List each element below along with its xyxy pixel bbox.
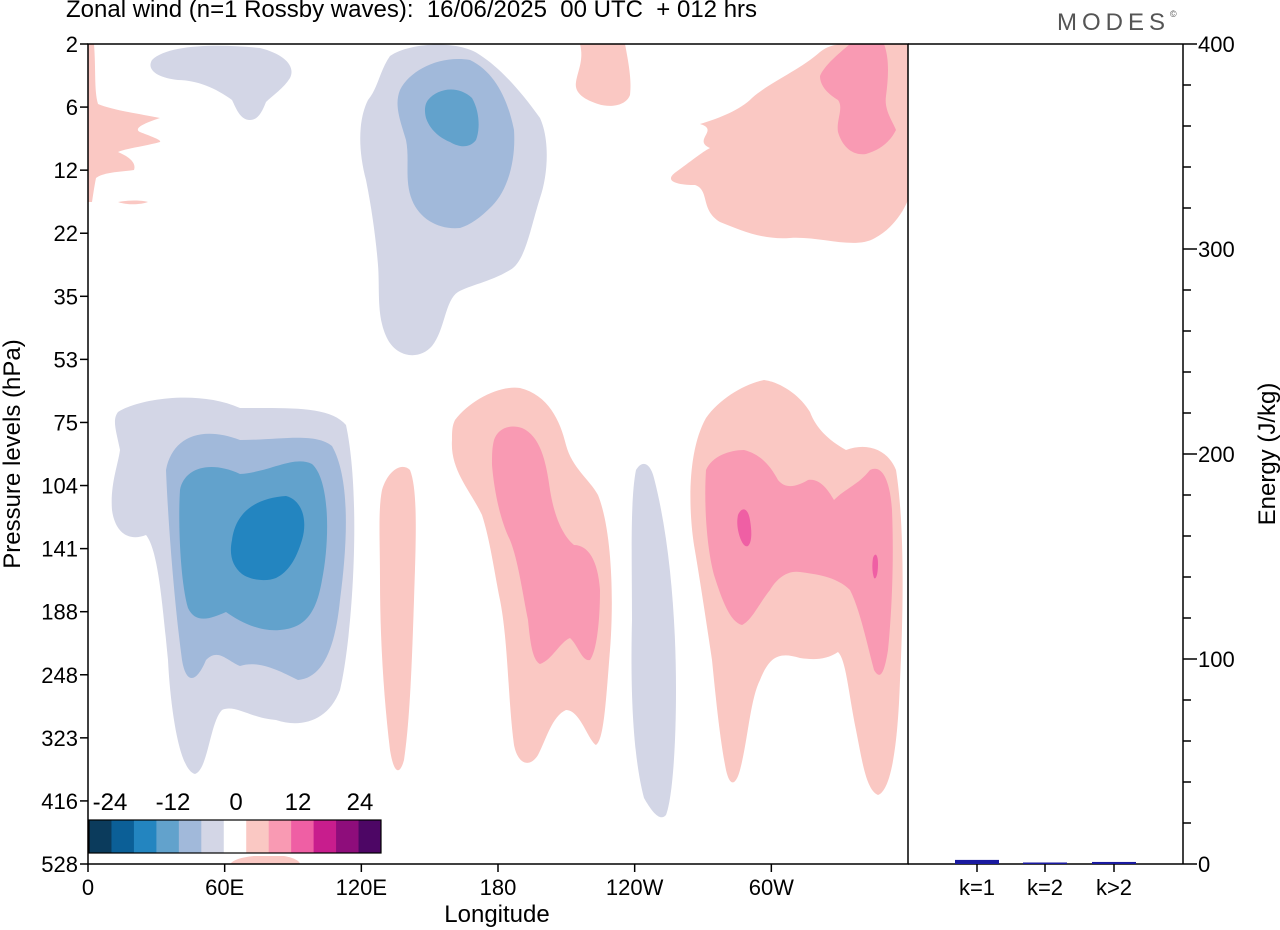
modes-logo: MODES©	[1057, 9, 1177, 37]
legend-swatch	[133, 820, 157, 853]
negative-contour-level-3	[424, 89, 479, 147]
positive-contour-level-1	[575, 44, 631, 106]
legend-swatch	[246, 820, 270, 853]
legend-swatch	[336, 820, 360, 853]
energy-tick-label: 400	[1198, 32, 1235, 57]
legend-swatch	[223, 820, 247, 853]
legend-swatch	[156, 820, 180, 853]
legend-swatch	[111, 820, 135, 853]
negative-contour-level-4	[230, 496, 305, 581]
longitude-tick-label: 120W	[606, 875, 664, 900]
pressure-tick-label: 188	[41, 600, 78, 625]
legend-swatch	[268, 820, 292, 853]
energy-axis: 0 100 200 300 400	[1183, 32, 1235, 877]
pressure-tick-label: 323	[41, 726, 78, 751]
energy-bar	[1023, 862, 1067, 864]
pressure-tick-label: 416	[41, 789, 78, 814]
longitude-tick-label: 120E	[336, 875, 387, 900]
energy-tick-label: 100	[1198, 647, 1235, 672]
positive-contour-level-1	[88, 44, 161, 202]
legend-swatch	[201, 820, 225, 853]
positive-contour-level-2	[492, 426, 600, 664]
positive-contour-level-2	[705, 450, 893, 675]
legend-swatch	[89, 820, 112, 853]
legend-swatch	[358, 820, 382, 853]
positive-contour-level-1	[230, 855, 300, 864]
legend-label: -12	[156, 789, 191, 816]
pressure-tick-label: 528	[41, 852, 78, 877]
positive-contour-level-2	[820, 44, 896, 155]
legend-label: 0	[229, 789, 242, 816]
legend-frame	[88, 819, 382, 854]
chart-title: Zonal wind (n=1 Rossby waves): 16/06/202…	[66, 0, 758, 23]
pressure-tick-label: 248	[41, 663, 78, 688]
legend-label: -24	[93, 789, 128, 816]
energy-category-label: k=2	[1027, 875, 1063, 900]
longitude-tick-label: 60W	[749, 875, 794, 900]
positive-contour-level-3	[737, 509, 752, 547]
positive-contour-level-1	[118, 200, 148, 205]
pressure-tick-label: 104	[41, 474, 78, 499]
pressure-axis: 2 6 12 22 35 53 75 104 141 188 248 323 416 528	[41, 32, 88, 877]
positive-contour-level-1	[379, 466, 416, 771]
x-axis-label: Longitude	[444, 901, 549, 928]
logo-text: MODES	[1057, 9, 1171, 36]
pressure-tick-label: 35	[54, 284, 78, 309]
energy-bars: k=1 k=2 k>2	[955, 859, 1136, 900]
legend-label: 12	[285, 789, 312, 816]
negative-contour-level-1	[150, 45, 292, 120]
legend-label: 24	[347, 789, 374, 816]
longitude-axis: 0 60E 120E 180 120W 60W	[82, 864, 794, 900]
pressure-tick-label: 53	[54, 347, 78, 372]
y-axis-label: Pressure levels (hPa)	[0, 339, 26, 568]
pressure-tick-label: 12	[54, 158, 78, 183]
longitude-tick-label: 0	[82, 875, 94, 900]
color-legend: -24 -12 0 12 24	[88, 786, 383, 856]
energy-bar	[1092, 861, 1136, 864]
legend-swatches	[89, 820, 382, 853]
contour-field	[88, 44, 908, 864]
pressure-tick-label: 22	[54, 221, 78, 246]
pressure-tick-label: 75	[54, 410, 78, 435]
pressure-tick-label: 141	[41, 537, 78, 562]
energy-tick-label: 200	[1198, 442, 1235, 467]
energy-category-label: k=1	[959, 875, 995, 900]
legend-swatch	[313, 820, 337, 853]
negative-contour-level-1	[631, 463, 676, 818]
energy-tick-label: 0	[1198, 852, 1210, 877]
pressure-tick-label: 6	[66, 95, 78, 120]
longitude-tick-label: 180	[480, 875, 517, 900]
energy-tick-label: 300	[1198, 237, 1235, 262]
longitude-tick-label: 60E	[205, 875, 244, 900]
legend-swatch	[178, 820, 202, 853]
pressure-tick-label: 2	[66, 32, 78, 57]
legend-swatch	[291, 820, 315, 853]
energy-axis-label: Energy (J/kg)	[1254, 383, 1280, 526]
energy-bar	[955, 859, 999, 864]
copyright-mark: ©	[1170, 9, 1177, 19]
energy-category-label: k>2	[1096, 875, 1132, 900]
positive-contour-level-3	[872, 554, 878, 579]
